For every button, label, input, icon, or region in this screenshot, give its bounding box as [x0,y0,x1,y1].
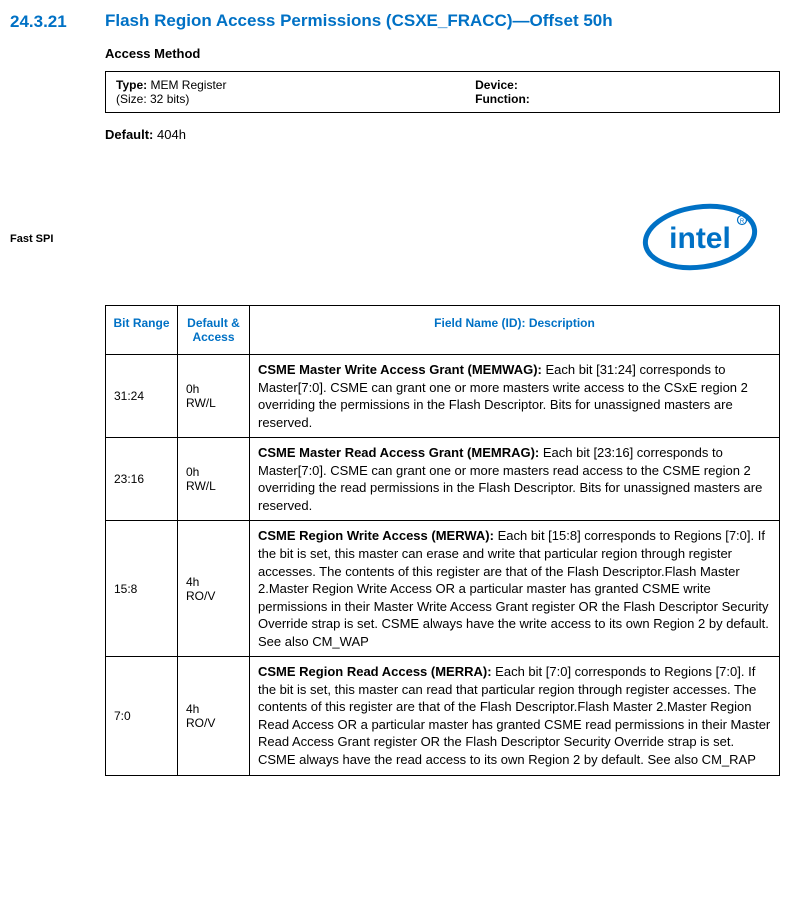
cell-bit: 7:0 [106,657,178,775]
register-table: Bit Range Default & Access Field Name (I… [105,305,780,775]
cell-desc: CSME Master Read Access Grant (MEMRAG): … [250,438,780,521]
size-value: (Size: 32 bits) [116,92,475,106]
svg-text:R: R [740,219,745,225]
cell-desc: CSME Master Write Access Grant (MEMWAG):… [250,355,780,438]
default-line: Default: 404h [105,127,780,142]
side-label: Fast SPI [10,233,53,245]
device-label: Device: [475,78,518,92]
table-row: 31:24 0h RW/L CSME Master Write Access G… [106,355,780,438]
cell-bit: 31:24 [106,355,178,438]
cell-bit: 23:16 [106,438,178,521]
section-title: Flash Region Access Permissions (CSXE_FR… [105,10,613,32]
svg-text:intel: intel [669,222,731,255]
page-mid-row: Fast SPI intel R [10,202,780,275]
table-row: 7:0 4h RO/V CSME Region Read Access (MER… [106,657,780,775]
col-field-desc: Field Name (ID): Description [250,306,780,355]
cell-bit: 15:8 [106,521,178,657]
intel-logo: intel R [640,202,780,275]
access-method-box: Type: MEM Register (Size: 32 bits) Devic… [105,71,780,113]
type-label: Type: [116,78,147,92]
type-value: MEM Register [147,78,226,92]
cell-def: 4h RO/V [178,657,250,775]
default-value: 404h [153,127,186,142]
cell-def: 0h RW/L [178,438,250,521]
section-header: 24.3.21 Flash Region Access Permissions … [10,10,780,32]
cell-def: 4h RO/V [178,521,250,657]
col-bit-range: Bit Range [106,306,178,355]
default-label: Default: [105,127,153,142]
function-label: Function: [475,92,530,106]
access-method-heading: Access Method [105,46,780,61]
table-row: 15:8 4h RO/V CSME Region Write Access (M… [106,521,780,657]
cell-desc: CSME Region Write Access (MERWA): Each b… [250,521,780,657]
table-row: 23:16 0h RW/L CSME Master Read Access Gr… [106,438,780,521]
cell-desc: CSME Region Read Access (MERRA): Each bi… [250,657,780,775]
cell-def: 0h RW/L [178,355,250,438]
section-number: 24.3.21 [10,10,105,32]
col-default-access: Default & Access [178,306,250,355]
